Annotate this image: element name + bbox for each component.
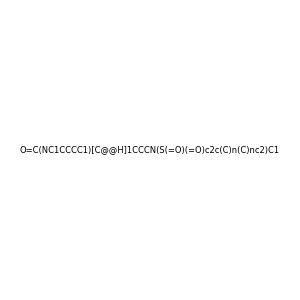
Text: O=C(NC1CCCC1)[C@@H]1CCCN(S(=O)(=O)c2c(C)n(C)nc2)C1: O=C(NC1CCCC1)[C@@H]1CCCN(S(=O)(=O)c2c(C)… <box>20 146 280 154</box>
